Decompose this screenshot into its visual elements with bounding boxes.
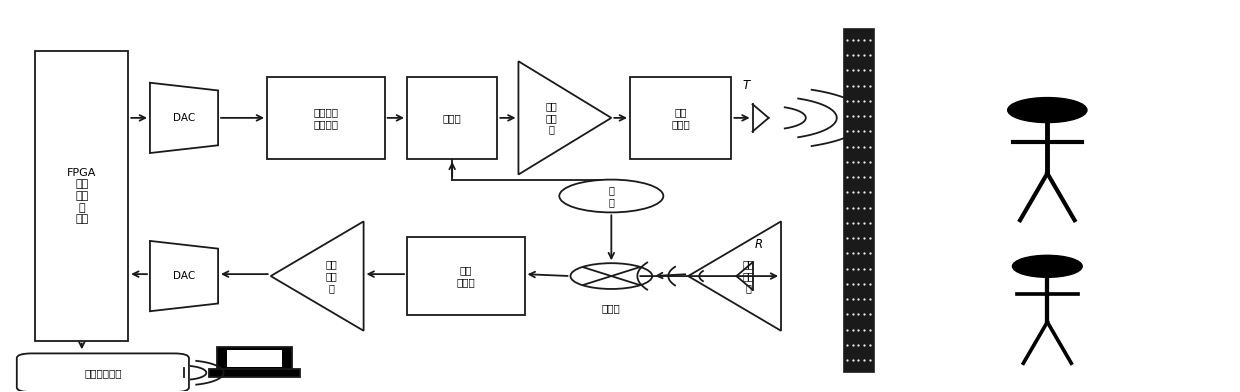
Text: DAC: DAC — [172, 113, 195, 123]
Bar — [630, 77, 732, 159]
Text: R: R — [755, 238, 763, 251]
FancyBboxPatch shape — [17, 354, 188, 392]
Text: FPGA
信号
处理
和
控制: FPGA 信号 处理 和 控制 — [67, 168, 97, 224]
Text: 无线信号传输: 无线信号传输 — [84, 368, 122, 378]
Polygon shape — [270, 221, 363, 331]
Bar — [267, 77, 384, 159]
Text: DAC: DAC — [172, 271, 195, 281]
Circle shape — [1008, 98, 1087, 123]
Text: T: T — [743, 80, 750, 93]
Polygon shape — [518, 61, 611, 174]
FancyBboxPatch shape — [227, 350, 283, 367]
Bar — [36, 51, 128, 341]
Bar — [843, 28, 874, 372]
Circle shape — [570, 263, 652, 289]
FancyBboxPatch shape — [217, 347, 293, 371]
FancyBboxPatch shape — [210, 369, 300, 377]
Polygon shape — [688, 221, 781, 331]
Text: 上变频: 上变频 — [443, 113, 461, 123]
Text: 混频器: 混频器 — [601, 303, 621, 314]
Text: 带通
滤波器: 带通 滤波器 — [456, 265, 475, 287]
Text: 射频
放大
器: 射频 放大 器 — [546, 101, 558, 134]
Text: 带通
滤波器: 带通 滤波器 — [671, 107, 691, 129]
Circle shape — [559, 180, 663, 212]
Text: 波形产生
频率调制: 波形产生 频率调制 — [314, 107, 339, 129]
Circle shape — [1012, 255, 1083, 277]
Bar — [407, 237, 525, 315]
Text: 本
振: 本 振 — [609, 185, 614, 207]
Text: 中频
放大
器: 中频 放大 器 — [325, 260, 337, 293]
Bar — [407, 77, 497, 159]
Polygon shape — [150, 241, 218, 311]
Text: 低噪
放大
器: 低噪 放大 器 — [743, 260, 754, 293]
Polygon shape — [150, 83, 218, 153]
